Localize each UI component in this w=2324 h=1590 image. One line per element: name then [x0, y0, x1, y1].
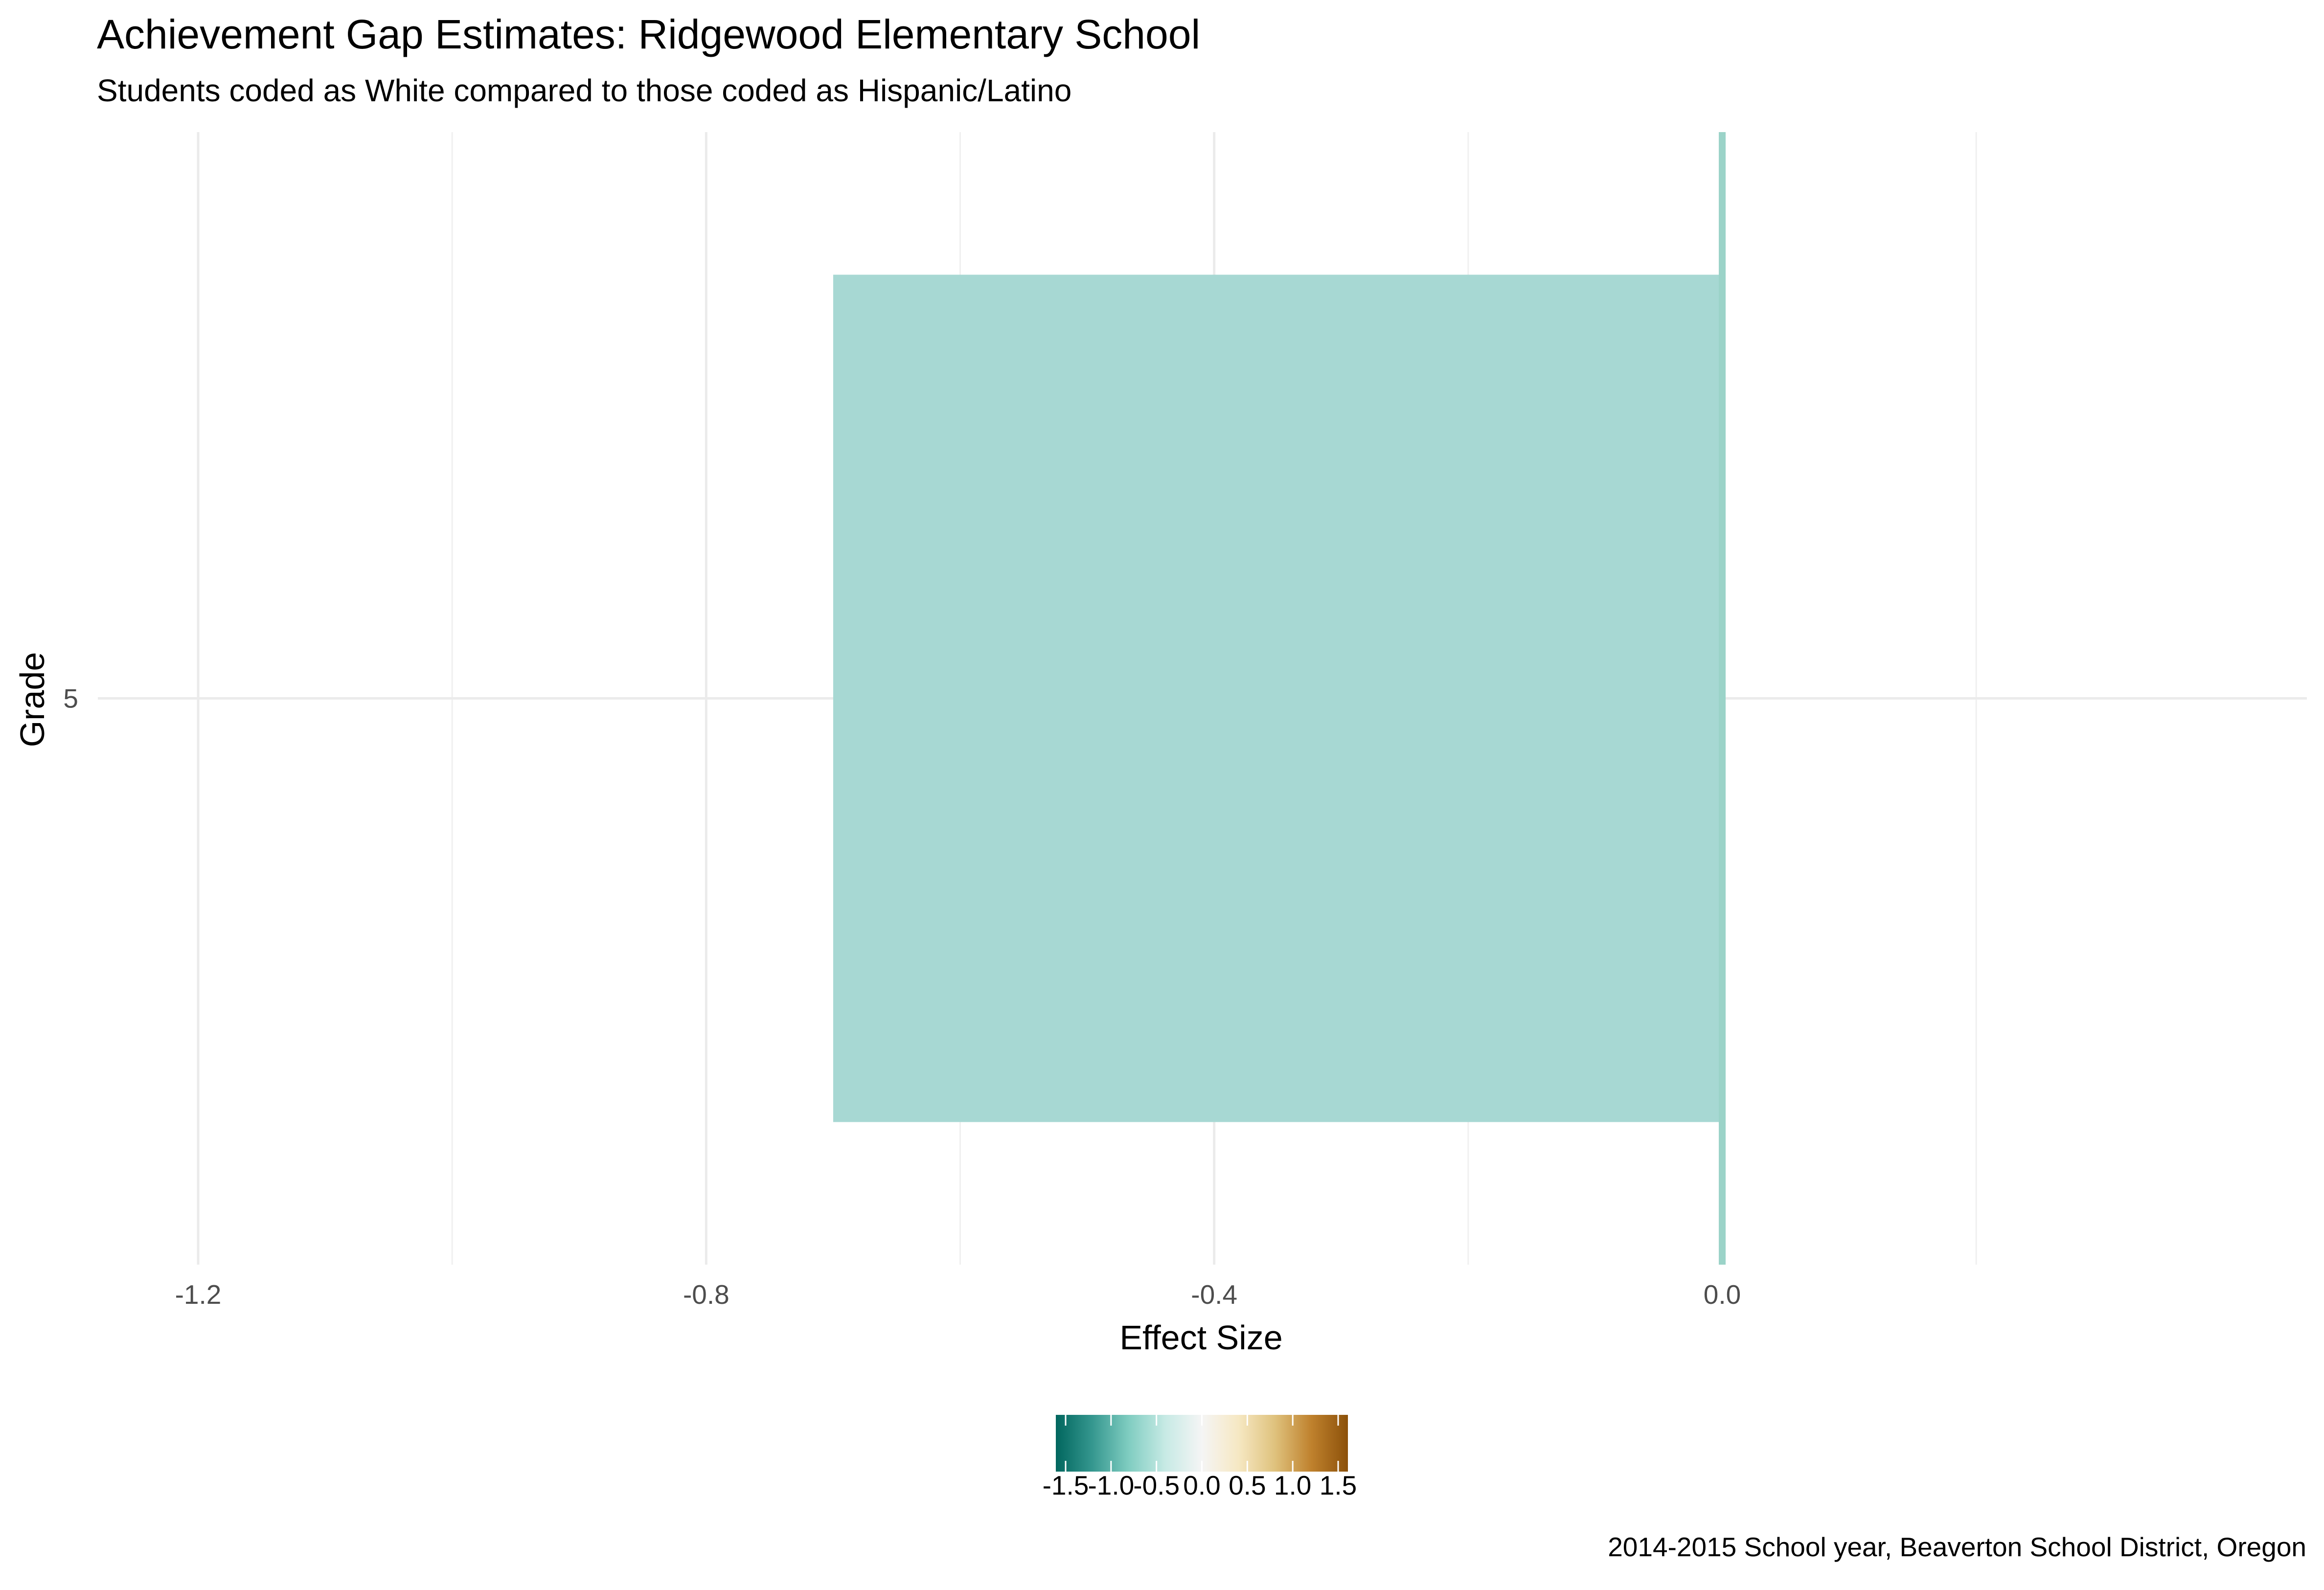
- colorbar-tick-label: 1.0: [1274, 1470, 1311, 1500]
- chart-caption: 2014-2015 School year, Beaverton School …: [1608, 1532, 2306, 1562]
- y-axis-ticks: 5: [63, 683, 78, 714]
- colorbar-tick-label: 1.5: [1320, 1470, 1357, 1500]
- x-tick-label: -0.4: [1191, 1279, 1237, 1310]
- colorbar-tick-label: -0.5: [1133, 1470, 1180, 1500]
- y-tick-label: 5: [63, 683, 78, 714]
- x-axis-title: Effect Size: [1119, 1318, 1282, 1357]
- bars: [833, 274, 1722, 1122]
- chart-title: Achievement Gap Estimates: Ridgewood Ele…: [97, 11, 1201, 57]
- x-tick-label: 0.0: [1704, 1279, 1741, 1310]
- colorbar-tick-label: 0.0: [1183, 1470, 1220, 1500]
- colorbar-tick-label: 0.5: [1229, 1470, 1266, 1500]
- colorbar-tick-label: -1.0: [1088, 1470, 1134, 1500]
- x-tick-label: -1.2: [175, 1279, 222, 1310]
- colorbar-tick-label: -1.5: [1043, 1470, 1089, 1500]
- x-axis-ticks: -1.2 -0.8 -0.4 0.0: [175, 1279, 1741, 1310]
- y-axis-title: Grade: [13, 652, 51, 748]
- bar-grade-5: [833, 274, 1722, 1122]
- x-tick-label: -0.8: [683, 1279, 729, 1310]
- color-legend: -1.5-1.0-0.5 0.0 0.5 1.0 1.5: [1043, 1415, 1357, 1500]
- chart-subtitle: Students coded as White compared to thos…: [97, 73, 1072, 108]
